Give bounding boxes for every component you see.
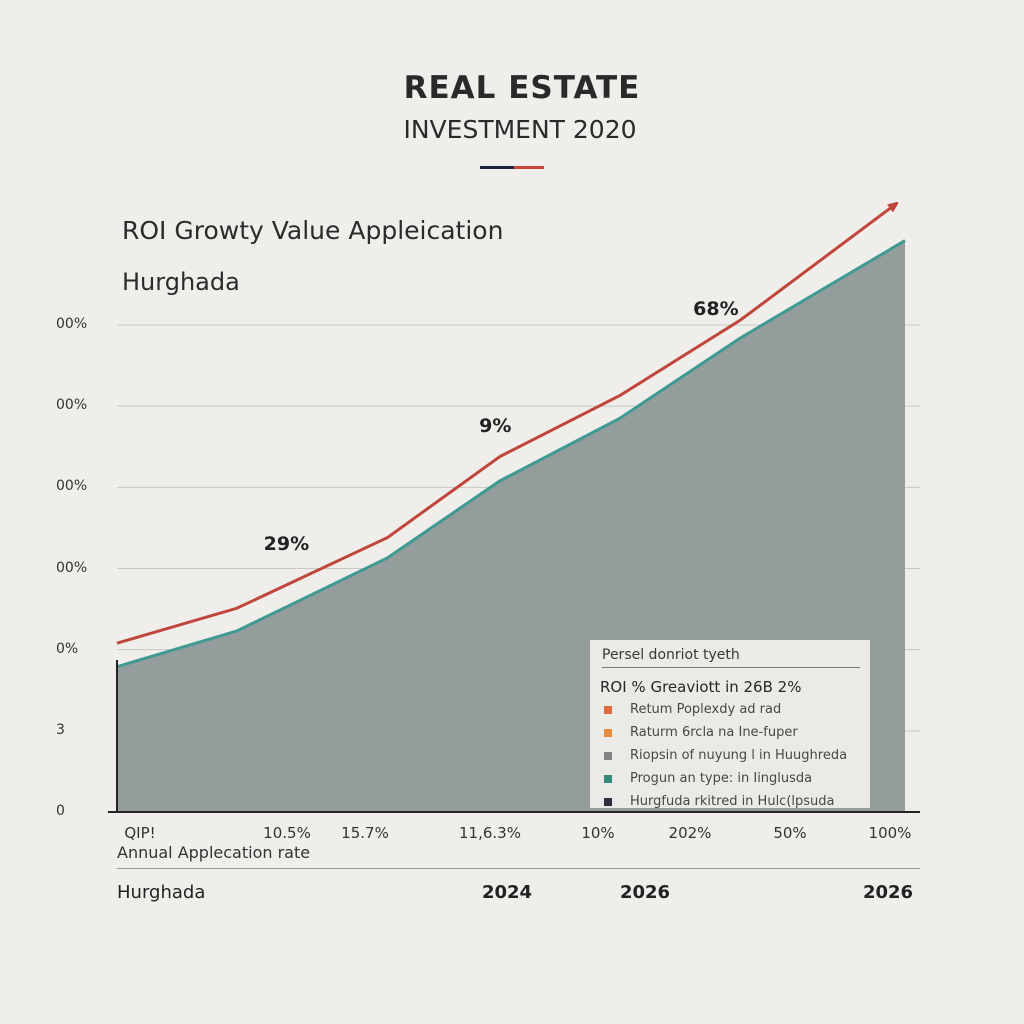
data-label: 29% [263,533,310,556]
x-tick-label: 202% [668,824,712,842]
x-tick-label: 11,6.3% [459,824,521,842]
legend-title: Persel donriot tyeth [602,647,740,663]
legend-item: Raturm 6rcla na Ine-fuper [604,725,798,740]
page-title: REAL ESTATE [403,70,641,106]
y-tick-label: 00% [56,478,88,495]
legend-swatch [604,705,612,714]
legend-label: Progun an type: in Iinglusda [630,771,813,786]
footer-year: 2026 [862,882,914,903]
data-label: 68% [693,297,739,320]
x-axis-label: Annual Applecation rate [117,843,311,862]
y-tick-label: 3 [56,721,65,738]
legend-item: Retum Poplexdy ad rad [604,702,781,717]
y-tick-label: 00% [56,316,88,332]
footer-divider [117,868,920,869]
legend-heading: ROI % Greaviott in 26B 2% [600,678,802,696]
legend: Persel donriot tyeth ROI % Greaviott in … [590,640,870,809]
footer-location: Hurghada [117,882,206,903]
chart-title: ROI Growty Value Appleication [122,216,504,245]
footer-year: 2026 [619,882,671,903]
title-accent-bar [480,166,514,169]
x-tick-label: 100% [868,824,912,842]
legend-label: Raturm 6rcla na Ine-fuper [630,725,798,740]
x-tick-label: 50% [773,824,807,842]
legend-item: Progun an type: in Iinglusda [604,771,812,786]
legend-swatch [604,774,612,783]
legend-swatch [604,751,612,760]
data-label: 9% [479,415,512,438]
title-accent-bar-red [514,166,544,169]
legend-label: Riopsin of nuyung l in Huughreda [630,748,848,763]
page-subtitle: INVESTMENT 2020 [403,115,637,144]
y-tick-label: 0 [56,803,65,819]
legend-item: Riopsin of nuyung l in Huughreda [604,748,847,763]
legend-swatch [604,728,612,737]
x-tick-label: QIP! [124,824,156,842]
chart-subtitle: Hurghada [122,268,240,296]
x-tick-label: 10.5% [263,824,311,842]
x-tick-label: 10% [581,824,615,842]
legend-divider [602,667,860,668]
legend-swatch [604,797,612,806]
legend-label: Retum Poplexdy ad rad [630,702,782,717]
y-tick-label: 00% [56,559,88,576]
legend-label: Hurgfuda rkitred in Hulc(lpsuda [630,794,835,809]
x-tick-label: 15.7% [341,824,389,842]
footer-year: 2024 [481,882,533,903]
y-tick-label: 0% [56,640,79,657]
y-tick-label: 00% [56,397,88,414]
legend-item: Hurgfuda rkitred in Hulc(lpsuda [604,794,835,809]
